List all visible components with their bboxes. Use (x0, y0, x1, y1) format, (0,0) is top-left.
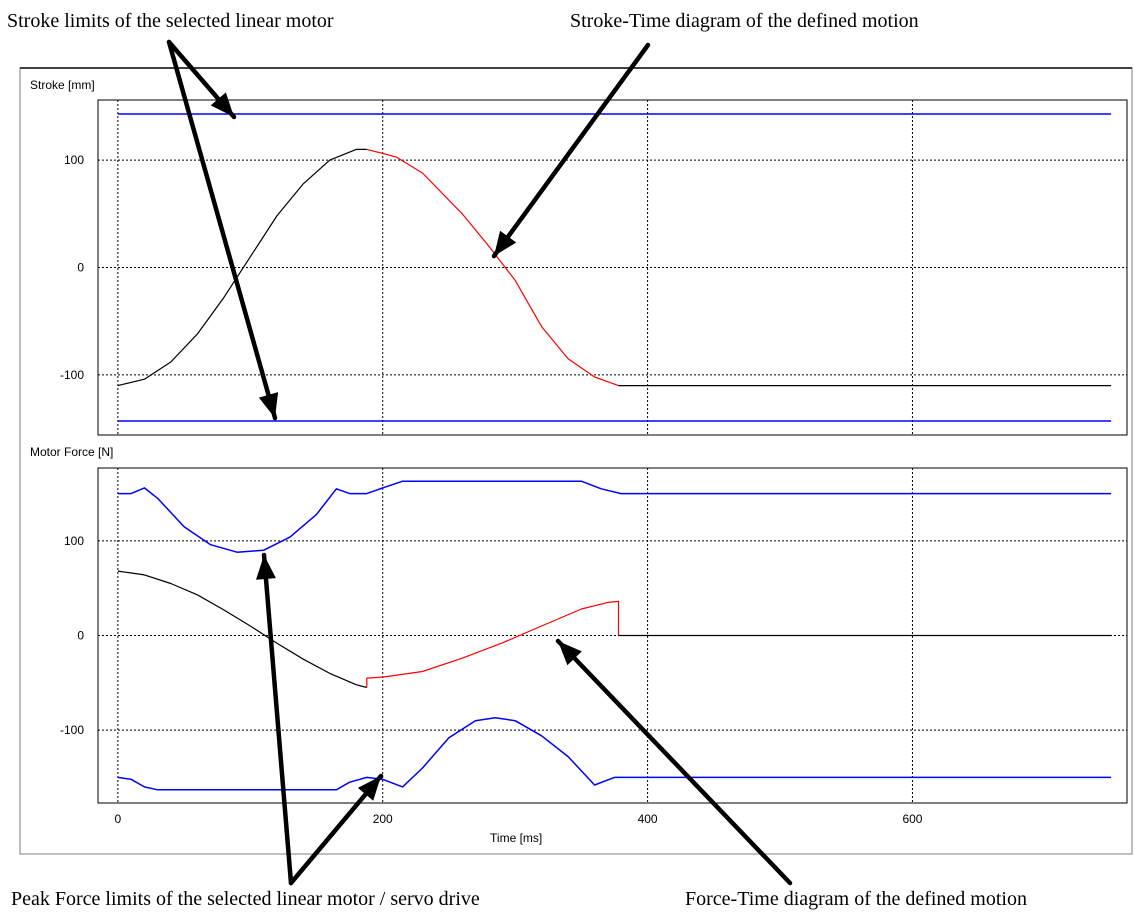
arrow-force-limit-upper (261, 552, 294, 886)
force-x-tick-label: 200 (373, 812, 393, 826)
force-time-annotation: Force-Time diagram of the defined motion (685, 888, 1027, 910)
stroke-y-axis-title: Stroke [mm] (30, 78, 95, 92)
force-limit-line-1 (117, 717, 1112, 791)
force-motion-highlight-line-3 (366, 600, 620, 688)
stroke-motion-line-2 (117, 148, 367, 387)
stroke-y-tick-label: 0 (77, 261, 84, 275)
stroke-motion-highlight-line-3 (366, 148, 619, 387)
arrow-stroke-limit-upper-head (210, 92, 234, 117)
arrow-force-time-curve (555, 638, 793, 886)
force-y-axis-title: Motor Force [N] (30, 445, 113, 459)
force-x-tick-label: 600 (902, 812, 922, 826)
force-x-tick-label: 0 (115, 812, 122, 826)
force-x-axis-title: Time [ms] (490, 831, 542, 845)
force-y-tick-label: 100 (64, 534, 84, 548)
arrow-stroke-limit-lower-head (258, 392, 279, 418)
force-time-panel: Motor Force [N] 0 200 400 600 -100 0 100 Time [m… (30, 445, 1128, 845)
force-y-tick-label: 0 (77, 629, 84, 643)
force-motion-line-2 (117, 570, 367, 689)
arrow-force-time-curve-head (558, 641, 582, 666)
arrow-stroke-time-curve (491, 42, 651, 259)
stroke-y-tick-label: 100 (64, 153, 84, 167)
peak-force-annotation: Peak Force limits of the selected linear… (11, 888, 480, 910)
arrow-force-limit-upper-head (256, 555, 276, 580)
arrow-force-limit-lower-head (357, 776, 381, 801)
stroke-limits-annotation: Stroke limits of the selected linear mot… (7, 10, 334, 32)
arrow-stroke-time-curve-head (494, 230, 517, 256)
stroke-plot-area (97, 99, 1128, 436)
stroke-time-annotation: Stroke-Time diagram of the defined motio… (570, 10, 919, 32)
force-y-tick-label: -100 (60, 723, 84, 737)
annotation-arrows (166, 39, 793, 886)
arrow-stroke-limit-lower (166, 39, 278, 421)
force-x-tick-label: 400 (638, 812, 658, 826)
stroke-y-tick-label: -100 (60, 368, 84, 382)
stroke-time-panel: Stroke [mm] -100 0 100 (30, 78, 1128, 436)
force-limit-line-0 (117, 480, 1112, 553)
